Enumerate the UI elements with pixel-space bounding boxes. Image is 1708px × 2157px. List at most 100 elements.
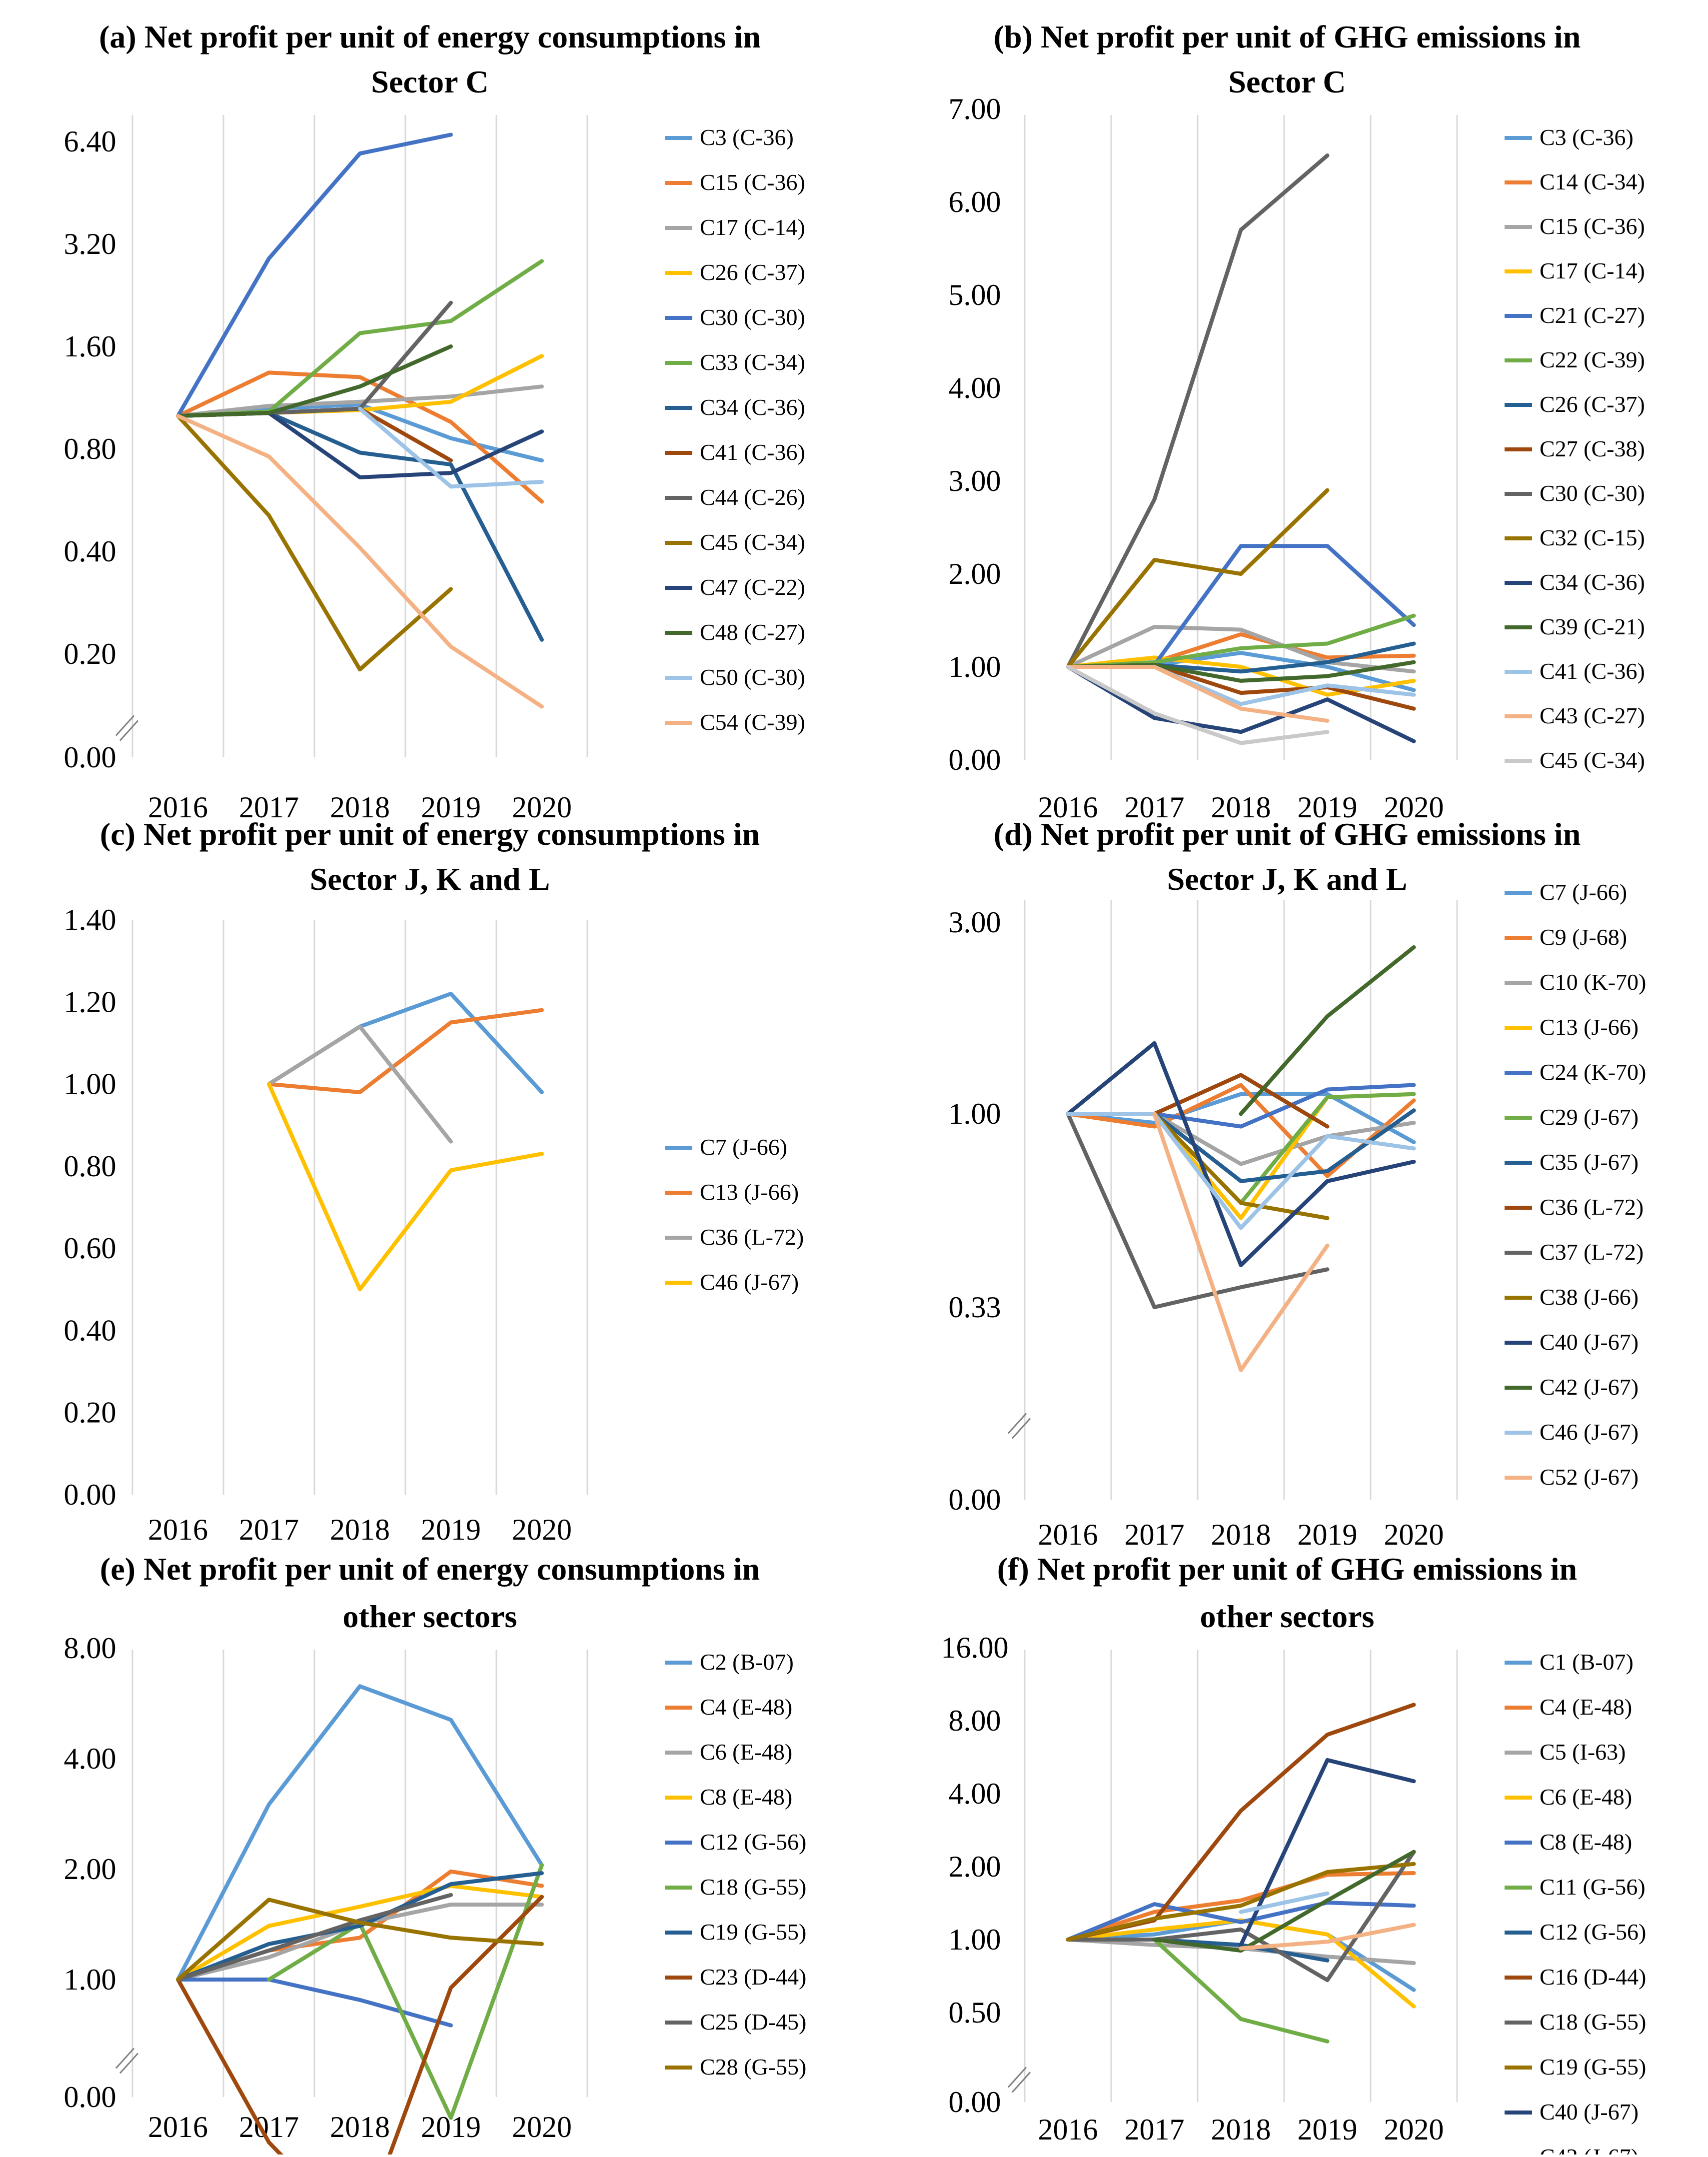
panel-b-legend-label: C43 (C-27)	[1540, 703, 1645, 728]
panel-e-series-line	[267, 1863, 544, 2120]
panel-a-y-tick-label: 6.40	[64, 125, 116, 158]
panel-d-x-tick-label: 2019	[1298, 1518, 1358, 1551]
panel-f-series-line	[1239, 1758, 1416, 1947]
panel-d-legend-label: C10 (K-70)	[1540, 969, 1646, 995]
panel-b-legend-label: C45 (C-34)	[1540, 747, 1645, 773]
panel-f-legend-label: C8 (E-48)	[1540, 1829, 1632, 1855]
panel-d-series-line	[1152, 1112, 1330, 1372]
panel-a-x-tick-label: 2016	[148, 791, 208, 824]
panel-d-legend-label: C38 (J-66)	[1540, 1284, 1639, 1310]
panel-c-x-tick-label: 2016	[148, 1513, 208, 1546]
panel-b: (b) Net profit per unit of GHG emissions…	[949, 19, 1645, 824]
panel-d-series-line	[1066, 1112, 1330, 1309]
panel-f-legend-label: C18 (G-55)	[1540, 2009, 1646, 2035]
panel-e-series-line	[176, 1884, 544, 1982]
panel-e-series-line	[176, 1898, 544, 1982]
panel-f-y-tick-label: 0.50	[949, 1996, 1001, 2029]
panel-b-legend-label: C27 (C-38)	[1540, 436, 1645, 461]
panel-a-y-tick-label: 0.20	[64, 637, 116, 670]
panel-f-title-line-2: other sectors	[1200, 1599, 1375, 1634]
panel-d-y-tick-label: 3.00	[949, 906, 1001, 939]
panel-e-y-tick-label: 4.00	[64, 1742, 116, 1775]
panel-d-legend-label: C52 (J-67)	[1540, 1464, 1639, 1490]
panel-d-legend-label: C40 (J-67)	[1540, 1329, 1639, 1355]
panel-f-x-tick-label: 2018	[1211, 2113, 1271, 2146]
panel-a-x-tick-label: 2018	[330, 791, 390, 824]
panel-a-legend-label: C30 (C-30)	[700, 304, 805, 330]
panel-d-series-line	[1066, 1041, 1416, 1267]
panel-e-title-line-2: other sectors	[343, 1599, 517, 1634]
panel-e-y-tick-label: 1.00	[64, 1963, 116, 1996]
panel-b-x-tick-label: 2016	[1038, 791, 1098, 824]
panel-b-legend-label: C41 (C-36)	[1540, 658, 1645, 684]
panel-b-legend-label: C32 (C-15)	[1540, 525, 1645, 550]
panel-b-legend-label: C15 (C-36)	[1540, 213, 1645, 239]
panel-a-y-tick-label: 0.40	[64, 535, 116, 568]
panel-a-series-line	[176, 370, 544, 504]
panel-b-y-tick-label: 1.00	[949, 650, 1001, 683]
panel-c-title-line-2: Sector J, K and L	[310, 861, 550, 897]
panel-a-legend-label: C47 (C-22)	[700, 574, 805, 600]
panel-f-legend-label: C5 (I-63)	[1540, 1739, 1626, 1765]
panel-c-legend-label: C36 (L-72)	[700, 1224, 804, 1250]
panel-b-title-line-1: (b) Net profit per unit of GHG emissions…	[994, 19, 1581, 54]
panel-c: (c) Net profit per unit of energy consum…	[64, 816, 804, 1546]
panel-d-legend-label: C42 (J-67)	[1540, 1374, 1639, 1400]
panel-a-series-line	[176, 132, 453, 418]
panel-f-y-tick-label: 16.00	[941, 1631, 1009, 1664]
panel-c-y-tick-label: 0.60	[64, 1232, 116, 1265]
panel-b-legend-label: C14 (C-34)	[1540, 169, 1645, 194]
panel-c-x-tick-label: 2018	[330, 1513, 390, 1546]
panel-c-series-line	[267, 1024, 453, 1144]
panel-a-title-line-2: Sector C	[371, 64, 488, 99]
panel-b-series-line	[1066, 665, 1330, 723]
panel-a-y-tick-label: 3.20	[64, 227, 116, 260]
panel-b-legend-label: C3 (C-36)	[1540, 124, 1634, 150]
panel-f-legend-label: C1 (B-07)	[1540, 1649, 1634, 1675]
panel-e-x-tick-label: 2020	[512, 2111, 572, 2144]
panel-f-legend-label: C4 (E-48)	[1540, 1694, 1632, 1720]
panel-e-legend-label: C18 (G-55)	[700, 1874, 806, 1900]
panel-d-legend-label: C35 (J-67)	[1540, 1149, 1639, 1175]
panel-e-legend-label: C12 (G-56)	[700, 1829, 806, 1855]
panel-a-legend-label: C41 (C-36)	[700, 439, 805, 465]
panel-e-series-line	[176, 1684, 544, 1982]
panel-f-series-line	[1066, 1901, 1416, 1942]
panel-e-legend-label: C8 (E-48)	[700, 1784, 792, 1810]
panel-d-legend-label: C9 (J-68)	[1540, 924, 1627, 950]
panel-f-series-line	[1239, 1891, 1330, 1914]
panel-c-legend-label: C13 (J-66)	[700, 1179, 799, 1205]
panel-f-series-line	[1152, 1938, 1330, 2044]
panel-f: (f) Net profit per unit of GHG emissions…	[941, 1551, 1646, 2157]
panel-d-legend-label: C24 (K-70)	[1540, 1059, 1646, 1085]
panel-f-y-zero-label: 0.00	[949, 2086, 1001, 2119]
panel-e-y-tick-label: 2.00	[64, 1853, 116, 1886]
panel-a-legend-label: C26 (C-37)	[700, 259, 805, 285]
panel-f-series-line	[1066, 1862, 1416, 1942]
panel-b-legend-label: C17 (C-14)	[1540, 258, 1645, 283]
panel-b-title-line-2: Sector C	[1228, 64, 1346, 99]
panel-d-x-tick-label: 2018	[1211, 1518, 1271, 1551]
panel-a-legend-label: C15 (C-36)	[700, 169, 805, 195]
panel-c-x-tick-label: 2017	[239, 1513, 299, 1546]
panel-b-x-tick-label: 2017	[1125, 791, 1185, 824]
panel-a-y-tick-label: 1.60	[64, 330, 116, 363]
panel-f-x-tick-label: 2017	[1125, 2113, 1185, 2146]
panel-f-series-line	[1239, 1923, 1416, 1951]
panel-b-legend-label: C22 (C-39)	[1540, 347, 1645, 372]
panel-d-axis-break	[1011, 1418, 1031, 1439]
panel-b-legend-label: C30 (C-30)	[1540, 480, 1645, 506]
panel-a-x-tick-label: 2019	[421, 791, 481, 824]
panel-a-legend-label: C48 (C-27)	[700, 619, 805, 645]
panel-e-series-line	[176, 1893, 453, 1982]
panel-e-legend-label: C2 (B-07)	[700, 1649, 794, 1675]
panel-b-y-tick-label: 6.00	[949, 185, 1001, 218]
panel-e-series-line	[176, 1871, 544, 1982]
panel-e-legend-label: C25 (D-45)	[700, 2009, 806, 2035]
panel-f-y-tick-label: 4.00	[949, 1777, 1001, 1810]
panel-a-x-tick-label: 2020	[512, 791, 572, 824]
panel-a-series-line	[176, 414, 544, 709]
panel-d-legend-label: C46 (J-67)	[1540, 1419, 1639, 1445]
panel-c-legend-label: C7 (J-66)	[700, 1134, 787, 1160]
panel-e-legend-label: C28 (G-55)	[700, 2054, 806, 2080]
